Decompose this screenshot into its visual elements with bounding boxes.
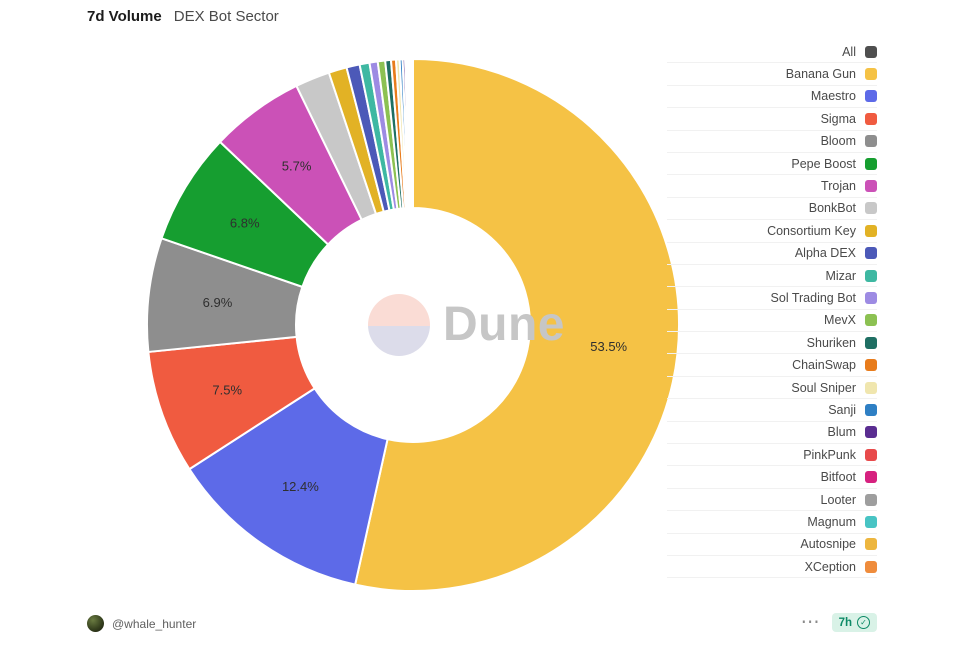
legend-item-label: Bitfoot — [820, 470, 856, 485]
legend-item-label: Maestro — [810, 89, 856, 104]
legend-swatch — [865, 560, 877, 573]
legend-item-label: MevX — [824, 313, 856, 328]
legend-swatch — [865, 247, 877, 260]
legend-swatch — [865, 68, 877, 81]
legend-item-autosnipe[interactable]: Autosnipe — [667, 534, 877, 556]
legend-swatch — [865, 291, 877, 304]
legend-item-label: Magnum — [807, 514, 856, 529]
slice-percent-label: 6.8% — [230, 215, 260, 230]
author-handle[interactable]: @whale_hunter — [112, 616, 197, 631]
legend-swatch — [865, 224, 877, 237]
legend-item-looter[interactable]: Looter — [667, 489, 877, 512]
pie-slice-xception[interactable] — [411, 57, 414, 209]
more-options-icon[interactable]: ⋯ — [800, 611, 820, 633]
legend-item-sol-trading-bot[interactable]: Sol Trading Bot — [667, 287, 877, 310]
slice-percent-label: 5.7% — [282, 159, 312, 174]
legend-swatch — [865, 515, 877, 528]
pie-slice-banana-gun[interactable] — [354, 58, 681, 592]
chart-header: 7d Volume DEX Bot Sector — [87, 8, 279, 25]
legend-item-label: Autosnipe — [800, 537, 856, 552]
legend-item-label: Mizar — [825, 268, 856, 283]
legend-swatch — [865, 269, 877, 282]
legend-item-blum[interactable]: Blum — [667, 422, 877, 445]
legend-swatch — [865, 403, 877, 416]
refresh-time-badge[interactable]: 7h ✓ — [831, 613, 877, 632]
legend: All Banana Gun Maestro Sigma Bloom Pepe Boost… — [667, 41, 877, 592]
legend-swatch — [865, 90, 877, 103]
legend-item-label: Blum — [827, 425, 856, 440]
legend-item-bonkbot[interactable]: BonkBot — [667, 198, 877, 221]
slice-percent-label: 7.5% — [212, 383, 242, 398]
legend-item-pepe-boost[interactable]: Pepe Boost — [667, 153, 877, 176]
legend-item-label: BonkBot — [808, 201, 856, 216]
legend-item-mizar[interactable]: Mizar — [667, 265, 877, 288]
check-circle-icon: ✓ — [857, 616, 870, 629]
legend-item-bloom[interactable]: Bloom — [667, 131, 877, 153]
legend-item-xception[interactable]: XCeption — [667, 556, 877, 579]
legend-item-mevx[interactable]: MevX — [667, 310, 877, 333]
legend-item-label: Shuriken — [806, 335, 856, 350]
legend-item-label: All — [842, 44, 856, 59]
legend-item-label: Consortium Key — [767, 223, 856, 238]
legend-item-label: Pepe Boost — [791, 156, 856, 171]
legend-item-label: Alpha DEX — [794, 246, 856, 261]
legend-swatch — [865, 180, 877, 193]
legend-swatch — [865, 493, 877, 506]
legend-swatch — [865, 314, 877, 327]
legend-item-sanji[interactable]: Sanji — [667, 399, 877, 422]
legend-item-magnum[interactable]: Magnum — [667, 511, 877, 534]
slice-percent-label: 12.4% — [282, 479, 319, 494]
footer-meta: ⋯ 7h ✓ — [801, 613, 877, 632]
legend-item-soul-sniper[interactable]: Soul Sniper — [667, 377, 877, 400]
donut-chart-svg: 53.5% 12.4% 7.5% 6.9% 6.8% 5.7% — [146, 57, 681, 592]
legend-item-label: Banana Gun — [785, 67, 856, 82]
legend-item-label: ChainSwap — [792, 358, 856, 373]
refresh-age-label: 7h — [838, 616, 852, 629]
legend-swatch — [865, 112, 877, 125]
legend-swatch — [865, 538, 877, 551]
legend-swatch — [865, 359, 877, 372]
legend-swatch — [865, 448, 877, 461]
legend-swatch — [865, 336, 877, 349]
legend-swatch — [865, 426, 877, 439]
chart-subtitle: DEX Bot Sector — [173, 8, 279, 25]
legend-swatch — [865, 135, 877, 148]
legend-item-trojan[interactable]: Trojan — [667, 175, 877, 198]
legend-item-pinkpunk[interactable]: PinkPunk — [667, 444, 877, 467]
legend-item-label: Trojan — [821, 179, 856, 194]
dune-logo-icon — [368, 294, 430, 356]
dune-logo-text: Dune — [443, 298, 565, 351]
legend-item-chainswap[interactable]: ChainSwap — [667, 354, 877, 377]
legend-item-consortium-key[interactable]: Consortium Key — [667, 220, 877, 243]
legend-swatch — [865, 381, 877, 394]
legend-item-banana-gun[interactable]: Banana Gun — [667, 63, 877, 86]
legend-item-sigma[interactable]: Sigma — [667, 108, 877, 131]
legend-swatch — [865, 471, 877, 484]
legend-item-all[interactable]: All — [667, 41, 877, 64]
legend-item-label: Looter — [820, 492, 856, 507]
author-avatar[interactable] — [87, 615, 104, 632]
legend-swatch — [865, 202, 877, 215]
legend-item-label: Sigma — [820, 111, 856, 126]
legend-item-shuriken[interactable]: Shuriken — [667, 332, 877, 355]
legend-item-label: PinkPunk — [803, 447, 856, 462]
legend-item-alpha-dex[interactable]: Alpha DEX — [667, 243, 877, 265]
legend-item-label: Bloom — [820, 134, 856, 149]
legend-item-label: Sanji — [828, 402, 856, 417]
legend-swatch — [865, 157, 877, 170]
legend-item-maestro[interactable]: Maestro — [667, 86, 877, 109]
legend-swatch — [865, 45, 877, 58]
slice-percent-label: 6.9% — [203, 295, 233, 310]
legend-item-label: XCeption — [804, 559, 856, 574]
legend-item-label: Soul Sniper — [791, 380, 856, 395]
footer-author: @whale_hunter — [87, 615, 196, 632]
dune-watermark[interactable]: Dune — [368, 294, 565, 356]
legend-item-label: Sol Trading Bot — [770, 290, 856, 305]
chart-title: 7d Volume — [87, 8, 162, 25]
slice-percent-label: 53.5% — [590, 339, 627, 354]
legend-item-bitfoot[interactable]: Bitfoot — [667, 466, 877, 489]
donut-chart: 53.5% 12.4% 7.5% 6.9% 6.8% 5.7% — [143, 37, 683, 613]
